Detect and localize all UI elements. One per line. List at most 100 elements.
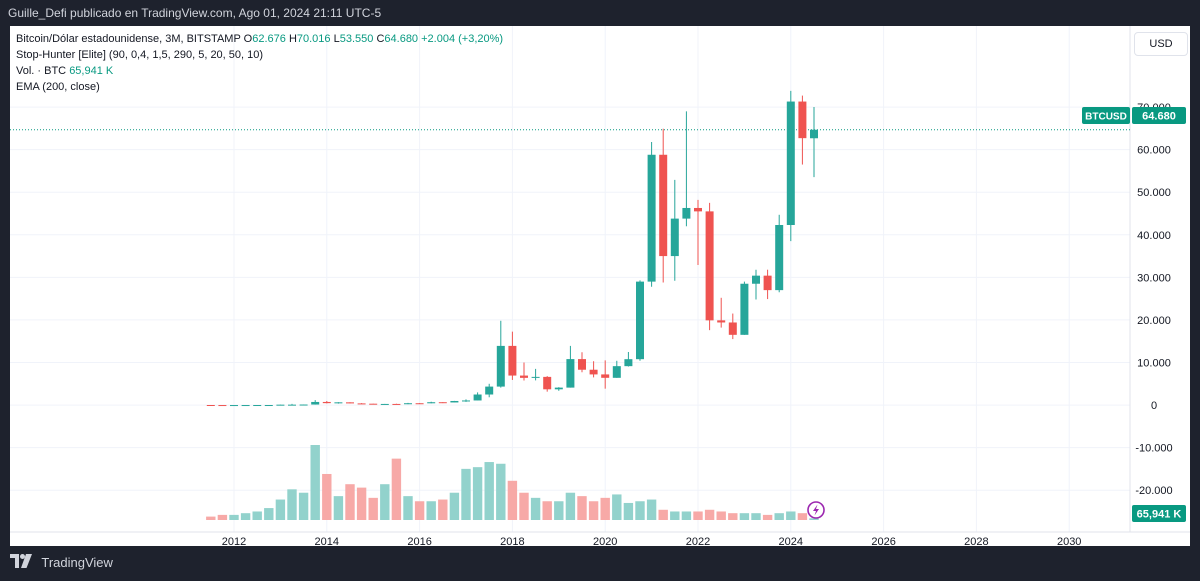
legend-symbol[interactable]: Bitcoin/Dólar estadounidense, 3M, BITSTA… xyxy=(16,33,241,45)
candle[interactable] xyxy=(728,313,737,340)
candle[interactable] xyxy=(415,403,424,405)
candle[interactable] xyxy=(404,402,412,405)
candle[interactable] xyxy=(752,269,760,300)
candle[interactable] xyxy=(485,383,494,398)
candle-body xyxy=(543,376,552,390)
candle[interactable] xyxy=(438,402,447,404)
candle[interactable] xyxy=(218,405,227,407)
volume-bar xyxy=(600,497,610,520)
candle[interactable] xyxy=(624,351,633,367)
candle-body xyxy=(311,401,320,405)
candle[interactable] xyxy=(531,368,540,381)
candle[interactable] xyxy=(264,405,273,407)
candle[interactable] xyxy=(578,352,586,373)
candle[interactable] xyxy=(276,404,285,406)
chart-panel[interactable]: Bitcoin/Dólar estadounidense, 3M, BITSTA… xyxy=(10,26,1190,546)
candle[interactable] xyxy=(462,399,470,402)
candle-body xyxy=(357,403,366,405)
legend-symbol-row[interactable]: Bitcoin/Dólar estadounidense, 3M, BITSTA… xyxy=(16,31,503,47)
volume-bar xyxy=(658,509,668,520)
legend-ema-row[interactable]: EMA (200, close) xyxy=(16,81,100,93)
candle[interactable] xyxy=(508,331,517,380)
candle[interactable] xyxy=(241,405,250,407)
candle[interactable] xyxy=(647,141,656,287)
candle-body xyxy=(230,405,238,407)
candle[interactable] xyxy=(682,111,691,227)
legend-low-label: L xyxy=(333,33,340,45)
candle-body xyxy=(682,207,691,219)
price-tag[interactable]: BTCUSD 64.680 xyxy=(1082,107,1186,124)
candle-body xyxy=(415,403,424,405)
candle[interactable] xyxy=(322,400,331,404)
price-chart[interactable]: 70.00060.00050.00040.00030.00020.00010.0… xyxy=(10,26,1190,546)
lightning-icon[interactable] xyxy=(807,501,825,519)
candle[interactable] xyxy=(612,360,621,378)
candle[interactable] xyxy=(311,400,320,405)
candle[interactable] xyxy=(763,269,772,300)
candle[interactable] xyxy=(253,404,262,407)
candle[interactable] xyxy=(380,403,389,405)
legend-volume-row[interactable]: Vol. · BTC 65,941 K xyxy=(16,63,503,79)
candle[interactable] xyxy=(450,400,459,403)
candle[interactable] xyxy=(496,320,505,388)
candle[interactable] xyxy=(705,202,714,331)
candle[interactable] xyxy=(357,403,366,405)
price-tag-symbol: BTCUSD xyxy=(1085,112,1127,123)
candle[interactable] xyxy=(427,401,436,404)
volume-bar xyxy=(484,462,494,520)
candle[interactable] xyxy=(636,280,644,361)
volume-bar xyxy=(670,511,680,520)
candle[interactable] xyxy=(473,392,482,401)
candle[interactable] xyxy=(206,404,215,407)
candle[interactable] xyxy=(786,90,795,242)
candle[interactable] xyxy=(288,403,296,406)
time-tick-label: 2020 xyxy=(593,536,617,546)
candle[interactable] xyxy=(392,403,401,405)
legend-open-label: O xyxy=(243,33,253,45)
currency-button[interactable]: USD xyxy=(1134,32,1188,56)
price-tick-label: 0 xyxy=(1151,400,1157,412)
volume-bar xyxy=(786,511,796,520)
volume-bar xyxy=(565,492,576,520)
candle[interactable] xyxy=(543,376,552,392)
tradingview-logo-icon[interactable] xyxy=(10,547,34,581)
volume-bar xyxy=(380,484,390,520)
volume-bar xyxy=(287,489,297,520)
price-tag-value-bg xyxy=(1132,107,1186,124)
candle[interactable] xyxy=(798,95,807,165)
candle-body xyxy=(740,283,749,335)
candle[interactable] xyxy=(589,361,598,378)
candle[interactable] xyxy=(346,402,354,404)
candle[interactable] xyxy=(230,405,238,407)
candle-body xyxy=(206,405,215,407)
candle[interactable] xyxy=(775,214,784,293)
volume-bar xyxy=(264,508,274,520)
candle-body xyxy=(612,366,621,378)
candle-body xyxy=(717,320,726,323)
candle[interactable] xyxy=(659,128,668,283)
candle[interactable] xyxy=(334,402,343,404)
candle[interactable] xyxy=(520,362,528,381)
candle[interactable] xyxy=(566,345,575,388)
candle-body xyxy=(264,405,273,407)
candle-body xyxy=(508,345,517,376)
candle[interactable] xyxy=(369,403,378,405)
footer-brand[interactable]: TradingView xyxy=(41,555,113,570)
candle-body xyxy=(322,401,331,404)
candle[interactable] xyxy=(740,281,749,335)
candle-body xyxy=(786,101,795,225)
candle[interactable] xyxy=(694,199,702,266)
volume-tag[interactable]: 65,941 K xyxy=(1132,505,1186,522)
candle[interactable] xyxy=(601,360,610,389)
candle[interactable] xyxy=(810,107,818,178)
candle[interactable] xyxy=(717,297,726,328)
candle-body xyxy=(705,211,714,321)
candle[interactable] xyxy=(670,179,679,281)
volume-bar xyxy=(542,501,552,520)
volume-bar xyxy=(403,496,413,520)
volume-bar xyxy=(554,501,564,520)
candle[interactable] xyxy=(554,387,563,391)
candle[interactable] xyxy=(299,404,308,406)
legend-indicator-row[interactable]: Stop-Hunter [Elite] (90, 0,4, 1,5, 290, … xyxy=(16,49,264,61)
legend-low: 53.550 xyxy=(339,33,374,45)
